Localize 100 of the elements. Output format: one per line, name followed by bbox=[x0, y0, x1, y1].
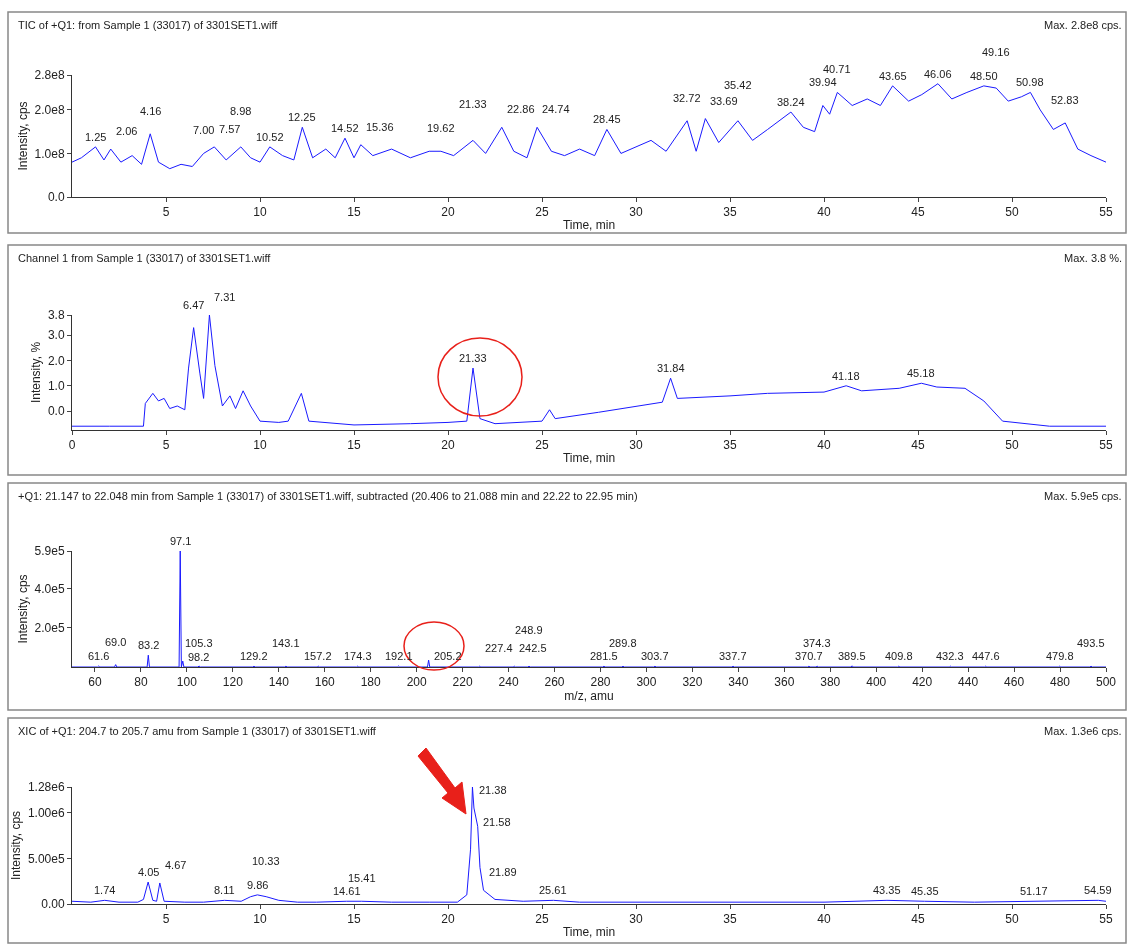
annotation: 43.65 bbox=[879, 70, 907, 82]
annotation: 389.5 bbox=[838, 650, 866, 662]
x-tick-label: 30 bbox=[629, 438, 643, 453]
x-tick-label: 100 bbox=[176, 675, 198, 690]
x-tick-label: 80 bbox=[134, 675, 148, 690]
annotation: 12.25 bbox=[288, 111, 316, 123]
annotation: 35.42 bbox=[724, 79, 752, 91]
annotation: 7.31 bbox=[214, 291, 236, 303]
annotation: 4.05 bbox=[138, 866, 160, 878]
annotation: 40.71 bbox=[823, 63, 851, 75]
y-tick-label: 5.9e5 bbox=[34, 544, 65, 559]
annotation: 205.2 bbox=[434, 650, 462, 662]
annotation: 1.25 bbox=[85, 131, 107, 143]
annotation: 432.3 bbox=[936, 650, 964, 662]
x-tick-label: 45 bbox=[911, 438, 925, 453]
annotation: 129.2 bbox=[240, 650, 268, 662]
x-tick-label: 10 bbox=[253, 912, 267, 927]
annotation: 374.3 bbox=[803, 637, 831, 649]
x-tick-label: 320 bbox=[682, 675, 703, 690]
x-tick-label: 55 bbox=[1099, 205, 1113, 220]
annotation: 32.72 bbox=[673, 92, 701, 104]
annotation: 7.00 bbox=[193, 124, 215, 136]
annotation: 337.7 bbox=[719, 650, 747, 662]
annotation: 242.5 bbox=[519, 642, 547, 654]
x-tick-label: 40 bbox=[817, 912, 831, 927]
annotation: 19.62 bbox=[427, 122, 455, 134]
annotation: 45.35 bbox=[911, 885, 939, 897]
annotation: 15.36 bbox=[366, 121, 394, 133]
annotation: 281.5 bbox=[590, 650, 618, 662]
annotation: 15.41 bbox=[348, 872, 376, 884]
annotation: 10.33 bbox=[252, 855, 280, 867]
x-tick-label: 40 bbox=[817, 205, 831, 220]
x-tick-label: 45 bbox=[911, 205, 925, 220]
annotation: 83.2 bbox=[138, 639, 160, 651]
x-tick-label: 20 bbox=[441, 912, 455, 927]
y-tick-label: 0.0 bbox=[47, 404, 65, 419]
y-tick-label: 1.0e8 bbox=[34, 146, 65, 161]
y-tick-label: 3.8 bbox=[47, 308, 65, 323]
annotation: 1.74 bbox=[94, 884, 116, 896]
annotation: 97.1 bbox=[170, 535, 192, 547]
x-tick-label: 15 bbox=[347, 912, 361, 927]
annotation: 21.38 bbox=[479, 784, 507, 796]
x-tick-label: 30 bbox=[629, 205, 643, 220]
x-tick-label: 50 bbox=[1005, 912, 1019, 927]
y-axis-title: Intensity, % bbox=[29, 341, 44, 404]
x-tick-label: 60 bbox=[88, 675, 102, 690]
annotation: 31.84 bbox=[657, 362, 685, 374]
x-tick-label: 40 bbox=[817, 438, 831, 453]
annotation: 45.18 bbox=[907, 367, 935, 379]
annotation: 54.59 bbox=[1084, 884, 1112, 896]
y-tick-label: 0.00 bbox=[41, 897, 65, 912]
annotation: 69.0 bbox=[105, 636, 127, 648]
x-tick-label: 360 bbox=[774, 675, 795, 690]
x-tick-label: 45 bbox=[911, 912, 925, 927]
annotation: 50.98 bbox=[1016, 76, 1044, 88]
annotation: 2.06 bbox=[116, 125, 138, 137]
annotation: 479.8 bbox=[1046, 650, 1074, 662]
x-tick-label: 30 bbox=[629, 912, 643, 927]
x-tick-label: 200 bbox=[406, 675, 427, 690]
x-tick-label: 0 bbox=[68, 438, 76, 453]
x-tick-label: 55 bbox=[1099, 912, 1113, 927]
y-tick-label: 2.0e5 bbox=[34, 620, 65, 635]
x-tick-label: 35 bbox=[723, 205, 737, 220]
y-tick-label: 5.00e5 bbox=[27, 851, 65, 866]
x-tick-label: 5 bbox=[162, 205, 170, 220]
annotation: 8.11 bbox=[214, 884, 235, 896]
x-tick-label: 120 bbox=[222, 675, 244, 690]
text: Max. 2.8e8 cps. bbox=[1044, 19, 1122, 31]
annotation: 21.58 bbox=[483, 816, 511, 828]
annotation: 39.94 bbox=[809, 76, 837, 88]
x-tick-label: 380 bbox=[820, 675, 841, 690]
x-tick-label: 420 bbox=[912, 675, 933, 690]
x-tick-label: 35 bbox=[723, 912, 737, 927]
x-tick-label: 5 bbox=[162, 438, 170, 453]
annotation: 49.16 bbox=[982, 46, 1010, 58]
x-tick-label: 260 bbox=[544, 675, 565, 690]
annotation: 370.7 bbox=[795, 650, 823, 662]
x-tick-label: 440 bbox=[958, 675, 979, 690]
text: Max. 3.8 %. bbox=[1064, 252, 1123, 264]
annotation: 52.83 bbox=[1051, 94, 1079, 106]
annotation: 6.47 bbox=[183, 299, 205, 311]
annotation: 493.5 bbox=[1077, 637, 1105, 649]
y-tick-label: 1.28e6 bbox=[27, 780, 65, 795]
x-tick-label: 160 bbox=[314, 675, 336, 690]
annotation: 14.61 bbox=[333, 885, 361, 897]
annotation: 38.24 bbox=[777, 96, 805, 108]
annotation: 248.9 bbox=[515, 624, 543, 636]
x-tick-label: 55 bbox=[1099, 438, 1113, 453]
x-tick-label: 50 bbox=[1005, 205, 1019, 220]
x-axis-title: Time, min bbox=[562, 451, 616, 466]
x-tick-label: 280 bbox=[590, 675, 611, 690]
y-tick-label: 1.0 bbox=[47, 378, 65, 393]
annotation: 9.86 bbox=[247, 879, 269, 891]
annotation: 21.89 bbox=[489, 866, 517, 878]
annotation: 21.33 bbox=[459, 98, 487, 110]
annotation: 8.98 bbox=[230, 105, 252, 117]
x-tick-label: 10 bbox=[253, 438, 267, 453]
chart-title: XIC of +Q1: 204.7 to 205.7 amu from Sample 1 (33017) of 3301SET1.wiff bbox=[18, 725, 377, 737]
annotation: 28.45 bbox=[593, 113, 621, 125]
y-tick-label: 1.00e6 bbox=[27, 805, 65, 820]
